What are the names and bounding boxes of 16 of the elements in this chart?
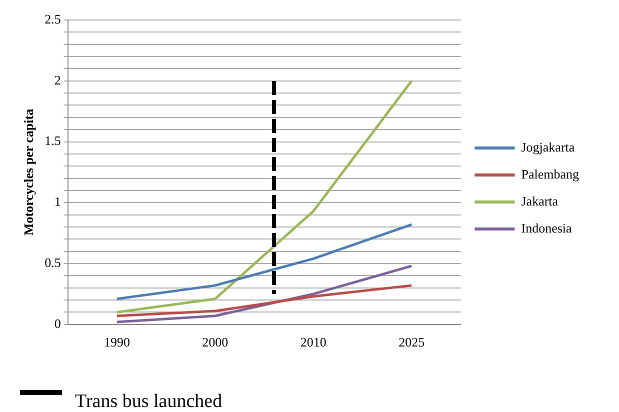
y-tick-label: 0.5 (44, 254, 61, 270)
x-tick-label: 2025 (398, 334, 425, 350)
y-tick-label: 1.5 (44, 133, 61, 148)
y-tick-label: 2 (54, 72, 61, 88)
legend-label: Jakarta (521, 193, 558, 208)
x-tick-label: 1990 (104, 334, 130, 350)
y-tick-label: 0 (54, 316, 61, 331)
legend-label: Indonesia (521, 220, 572, 236)
text: Trans bus launched (75, 390, 223, 412)
y-tick-label: 2.5 (44, 11, 61, 26)
y-axis-title: Motorcycles per capita (21, 108, 36, 236)
legend-label: Jogjakarta (521, 139, 575, 154)
x-tick-label: 2000 (202, 334, 228, 350)
y-tick-label: 1 (54, 194, 61, 210)
legend-label: Palembang (521, 166, 580, 182)
x-tick-label: 2010 (300, 334, 326, 350)
